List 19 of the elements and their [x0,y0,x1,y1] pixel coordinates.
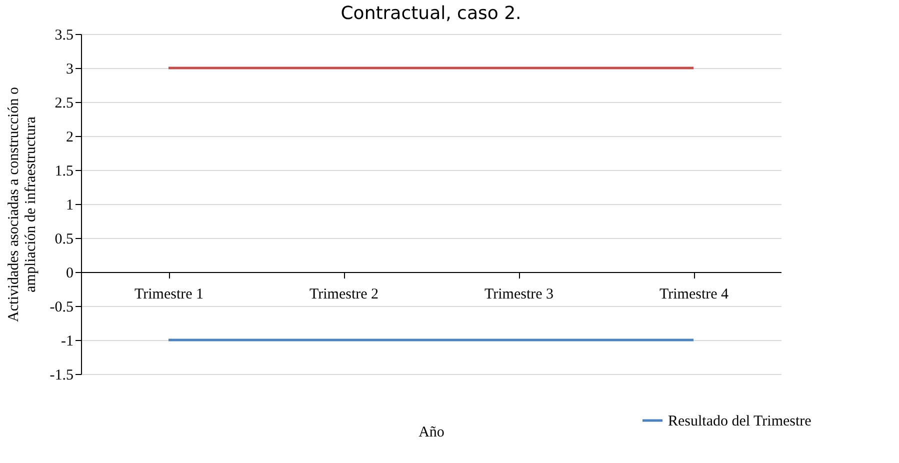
y-tick-label: -0.5 [50,300,74,316]
x-tick-label: Trimestre 3 [484,286,554,302]
y-tick-label: 3 [66,62,74,78]
y-tick-label: -1 [61,334,74,350]
x-axis-title: Año [418,424,444,440]
y-tick-label: 3.5 [54,28,74,44]
x-tick-label: Trimestre 2 [309,286,379,302]
y-tick-label: 0.5 [54,232,74,248]
y-tick-label: 2 [66,130,74,146]
legend-label: Resultado del Trimestre [668,414,812,430]
y-tick-label: 2.5 [54,96,74,112]
x-tick-label: Trimestre 1 [134,286,204,302]
y-tick-label: 1 [66,198,74,214]
x-tick-label: Trimestre 4 [659,286,730,302]
y-tick-label: 1.5 [54,164,74,180]
y-axis-title: Actividades asociadas a construcción o ampliación de infraestructura [6,87,39,322]
y-tick-label: 0 [66,266,74,282]
y-tick-label: -1.5 [50,368,74,384]
chart-title: Contractual, caso 2. [340,3,522,24]
